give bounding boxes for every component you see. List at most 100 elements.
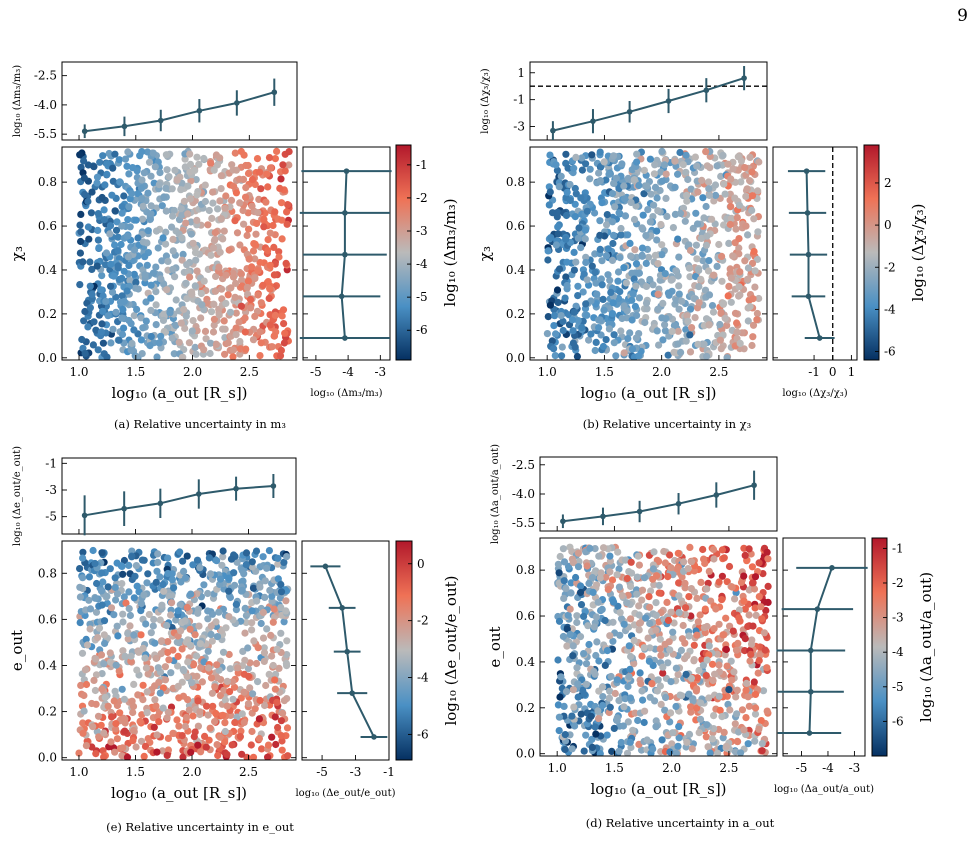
- scatter-point: [200, 581, 208, 589]
- scatter-point: [193, 652, 201, 660]
- scatter-point: [683, 191, 691, 199]
- scatter-point: [183, 603, 191, 612]
- scatter-point: [102, 261, 110, 269]
- scatter-point: [725, 562, 734, 571]
- scatter-point: [572, 153, 580, 161]
- scatter-point: [254, 644, 262, 652]
- scatter-point: [141, 742, 150, 751]
- y-tick-label: 0.0: [516, 747, 535, 761]
- scatter-point: [125, 605, 133, 613]
- scatter-point: [566, 180, 574, 189]
- scatter-point: [193, 672, 201, 680]
- scatter-point: [221, 719, 229, 727]
- scatter-point: [681, 217, 689, 225]
- scatter-point: [735, 235, 743, 243]
- scatter-point: [632, 260, 641, 268]
- scatter-point: [635, 602, 643, 610]
- scatter-point: [193, 267, 201, 275]
- scatter-point: [723, 354, 731, 360]
- scatter-point: [749, 333, 757, 341]
- scatter-point: [200, 154, 208, 163]
- scatter-point: [571, 722, 579, 730]
- scatter-point: [737, 157, 746, 165]
- scatter-point: [749, 295, 757, 303]
- scatter-point: [77, 210, 85, 218]
- scatter-point: [165, 173, 173, 181]
- scatter-point: [692, 241, 701, 249]
- scatter-point: [633, 590, 641, 598]
- side-x-tick-label: -4: [822, 761, 834, 775]
- scatter-point: [151, 163, 159, 171]
- scatter-point: [98, 601, 106, 609]
- scatter-point: [658, 251, 666, 259]
- scatter-point: [109, 325, 117, 333]
- scatter-point: [130, 631, 138, 639]
- scatter-point: [694, 340, 702, 348]
- scatter-point: [651, 645, 659, 653]
- scatter-point: [585, 579, 593, 588]
- scatter-point: [126, 622, 134, 630]
- scatter-point: [546, 151, 554, 159]
- scatter-point: [282, 259, 290, 267]
- scatter-point: [254, 209, 262, 217]
- scatter-point: [686, 543, 694, 552]
- scatter-point: [210, 315, 218, 323]
- scatter-point: [591, 346, 599, 355]
- side-x-tick-label: -5: [310, 365, 322, 379]
- side-axes-frame: [302, 146, 391, 361]
- scatter-point: [616, 609, 624, 617]
- scatter-point: [172, 321, 180, 330]
- scatter-point: [705, 185, 713, 193]
- scatter-point: [642, 299, 651, 307]
- scatter-point: [764, 555, 772, 563]
- scatter-point: [745, 702, 753, 710]
- colorbar-tick-label: -6: [417, 727, 429, 741]
- scatter-point: [695, 299, 703, 307]
- scatter-point: [168, 599, 176, 607]
- scatter-point: [212, 340, 220, 348]
- scatter-point: [578, 154, 586, 162]
- x-tick-label: 1.5: [126, 365, 145, 379]
- y-tick-label: 0.4: [516, 655, 535, 669]
- scatter-point: [253, 219, 261, 227]
- scatter-point: [580, 612, 588, 621]
- scatter-point: [620, 703, 628, 711]
- scatter-point: [203, 702, 211, 710]
- scatter-point: [703, 232, 711, 240]
- scatter-point: [560, 702, 568, 711]
- scatter-point: [124, 253, 133, 261]
- scatter-point: [95, 244, 103, 252]
- scatter-point: [81, 666, 90, 674]
- scatter-point: [97, 651, 106, 659]
- scatter-point: [259, 281, 267, 289]
- scatter-point: [277, 629, 285, 637]
- scatter-point: [588, 262, 596, 270]
- scatter-point: [238, 276, 246, 284]
- scatter-point: [164, 708, 172, 716]
- scatter-point: [201, 327, 210, 335]
- scatter-point: [237, 302, 245, 310]
- scatter-point: [94, 634, 102, 642]
- scatter-point: [192, 350, 200, 358]
- scatter-point: [134, 285, 142, 293]
- scatter-point: [631, 246, 639, 254]
- scatter-point: [216, 197, 224, 205]
- scatter-point: [79, 729, 87, 737]
- side-profile-point: [807, 688, 814, 695]
- scatter-point: [659, 669, 667, 677]
- scatter-point: [207, 159, 215, 167]
- scatter-point: [559, 317, 567, 325]
- scatter-point: [738, 706, 747, 714]
- top-profile-point: [626, 108, 633, 115]
- scatter-point: [242, 345, 250, 353]
- scatter-point: [671, 183, 679, 191]
- scatter-point: [284, 752, 292, 760]
- scatter-point: [732, 646, 741, 654]
- x-tick-label: 2.0: [662, 761, 681, 775]
- scatter-point: [191, 282, 199, 290]
- scatter-point: [669, 628, 677, 636]
- scatter-point: [264, 236, 272, 244]
- scatter-point: [279, 161, 287, 169]
- scatter-point: [734, 728, 743, 736]
- scatter-point: [684, 317, 692, 325]
